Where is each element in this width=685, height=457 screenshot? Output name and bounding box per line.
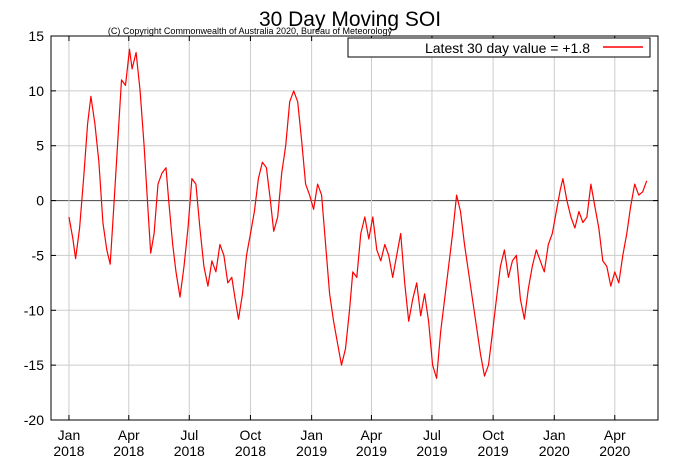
chart-subtitle: (C) Copyright Commonwealth of Australia … [108,26,393,36]
x-tick-year: 2020 [599,443,630,457]
x-tick-month: Apr [604,427,626,443]
y-tick-label: -20 [24,412,44,428]
x-tick-year: 2019 [356,443,387,457]
y-tick-label: -5 [32,247,45,263]
x-tick-year: 2020 [539,443,570,457]
x-tick-month: Apr [361,427,383,443]
x-tick-year: 2019 [296,443,327,457]
soi-series-line [68,48,648,379]
x-tick-month: Oct [482,427,504,443]
y-tick-label: 5 [36,138,44,154]
x-tick-month: Jan [543,427,566,443]
x-tick-month: Jan [300,427,323,443]
x-tick-year: 2019 [478,443,509,457]
y-tick-label: 10 [28,83,44,99]
x-tick-year: 2018 [235,443,266,457]
x-tick-month: Jul [180,427,198,443]
y-tick-label: 15 [28,28,44,44]
y-tick-label: -10 [24,302,44,318]
x-tick-month: Apr [118,427,140,443]
plot-border [50,35,659,421]
chart-title: 30 Day Moving SOI [259,8,441,31]
x-tick-year: 2019 [416,443,447,457]
legend-label: Latest 30 day value = +1.8 [425,40,590,56]
x-tick-year: 2018 [53,443,84,457]
x-tick-month: Oct [240,427,262,443]
legend-box [347,37,651,58]
x-tick-year: 2018 [113,443,144,457]
y-tick-label: -15 [24,357,44,373]
x-tick-month: Jul [423,427,441,443]
x-tick-month: Jan [58,427,81,443]
y-tick-label: 0 [36,193,44,209]
plot-area [51,36,658,420]
x-tick-year: 2018 [174,443,205,457]
